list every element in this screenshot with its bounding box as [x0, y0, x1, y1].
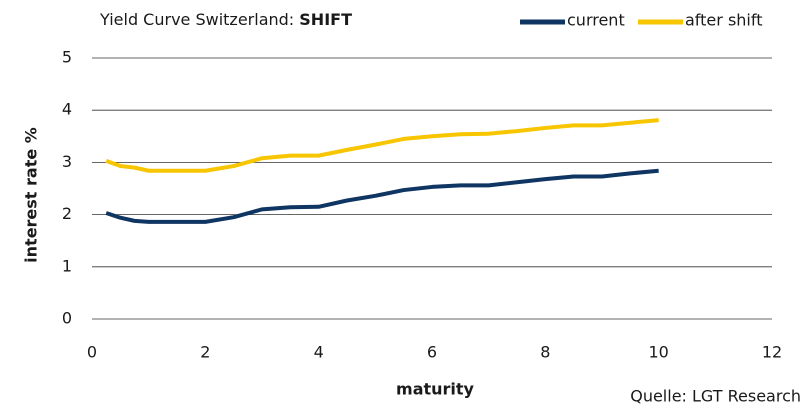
x-tick-label: 10: [648, 343, 668, 362]
title-text: Yield Curve Switzerland:: [99, 10, 294, 29]
y-tick-label: 0: [62, 309, 72, 328]
y-tick-label: 5: [62, 48, 72, 67]
y-axis-label: interest rate %: [22, 127, 41, 263]
source-note: Quelle: LGT Research: [630, 387, 801, 406]
y-tick-label: 2: [62, 204, 72, 223]
x-tick-label: 8: [540, 343, 550, 362]
y-tick-label: 3: [62, 152, 72, 171]
legend-label: after shift: [685, 11, 762, 30]
x-tick-label: 0: [87, 343, 97, 362]
x-tick-label: 2: [200, 343, 210, 362]
y-tick-label: 1: [62, 256, 72, 275]
series-line: [105, 168, 659, 224]
x-axis-label: maturity: [396, 380, 475, 399]
legend-label: current: [567, 11, 625, 30]
title-emphasis: SHIFT: [299, 10, 352, 29]
x-tick-label: 4: [314, 343, 324, 362]
y-tick-label: 4: [62, 100, 72, 119]
series-line: [105, 118, 659, 173]
x-tick-label: 6: [427, 343, 437, 362]
x-tick-label: 12: [762, 343, 782, 362]
chart-title: Yield Curve Switzerland: SHIFT: [99, 10, 352, 29]
